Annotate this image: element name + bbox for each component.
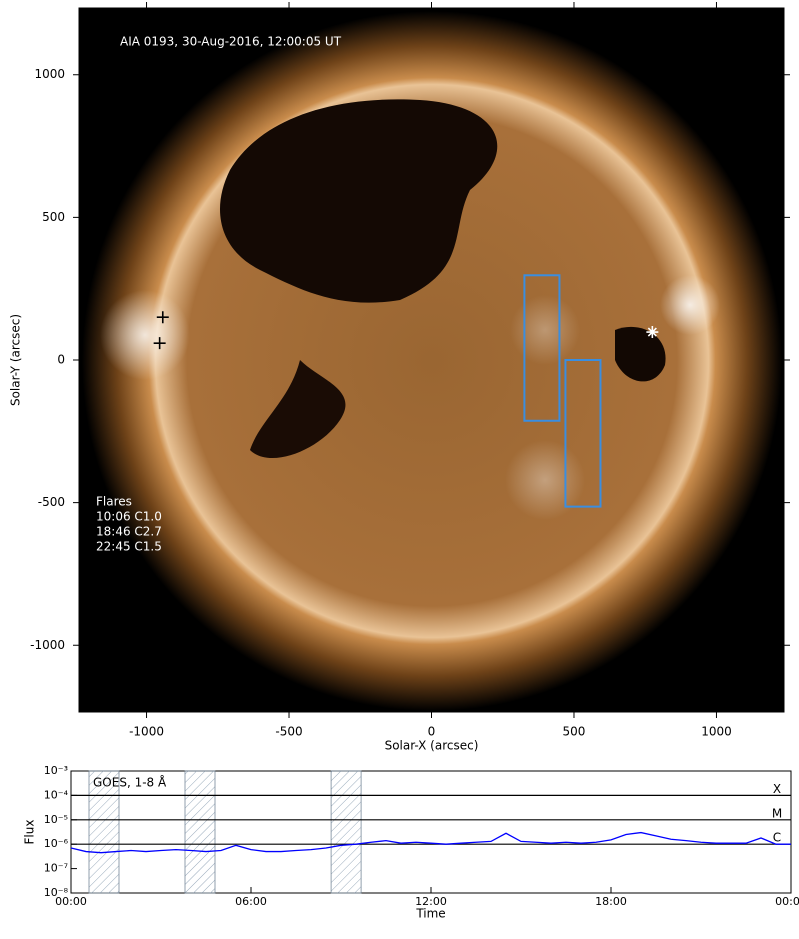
y-tick-label: 10⁻⁴ [44, 788, 69, 801]
x-tick-label: 12:00 [415, 895, 447, 908]
annotation-line: 22:45 C1.5 [96, 540, 162, 554]
x-tick-label: 0 [428, 725, 436, 739]
flare-interval [88, 770, 120, 894]
class-label: X [773, 782, 781, 796]
x-axis-label: Time [415, 907, 445, 921]
class-label: C [773, 831, 781, 845]
region-box [523, 274, 561, 422]
y-tick-label: 1000 [34, 67, 65, 81]
flare-marker [153, 337, 166, 350]
y-tick-label: -500 [38, 495, 65, 509]
flux-line [70, 831, 791, 854]
y-tick-label: -1000 [30, 638, 65, 652]
y-tick-label: 10⁻³ [44, 764, 68, 777]
x-tick-label: 18:00 [595, 895, 627, 908]
y-axis-label: Solar-Y (arcsec) [9, 314, 23, 406]
solar-image [79, 8, 784, 712]
y-tick-label: 10⁻⁸ [44, 886, 69, 899]
annotation-line: 18:46 C2.7 [96, 525, 162, 539]
y-tick-label: 10⁻⁷ [44, 862, 68, 875]
x-tick-label: 06:00 [235, 895, 267, 908]
y-tick-label: 10⁻⁵ [44, 813, 68, 826]
y-tick-label: 0 [57, 353, 65, 367]
x-tick-label: 500 [563, 725, 586, 739]
region-box [564, 359, 602, 508]
x-tick-label: -500 [275, 725, 302, 739]
image-title: AIA 0193, 30-Aug-2016, 12:00:05 UT [120, 35, 342, 49]
plot-frame [70, 770, 792, 894]
y-tick-label: 500 [42, 210, 65, 224]
x-tick-label: 00:00 [775, 895, 799, 908]
class-label: M [772, 806, 782, 820]
x-tick-label: 1000 [701, 725, 732, 739]
y-tick-label: 10⁻⁶ [44, 837, 69, 850]
flare-interval [184, 770, 216, 894]
legend-label: GOES, 1-8 Å [93, 775, 167, 790]
flare-interval [330, 770, 362, 894]
annotation-title: Flares [96, 495, 132, 509]
x-tick-label: -1000 [129, 725, 164, 739]
flare-marker [646, 326, 659, 339]
x-tick-label: 00:00 [55, 895, 87, 908]
x-axis-label: Solar-X (arcsec) [385, 739, 479, 753]
y-axis-label: Flux [23, 820, 37, 845]
flare-marker [156, 311, 169, 324]
annotation-line: 10:06 C1.0 [96, 510, 162, 524]
